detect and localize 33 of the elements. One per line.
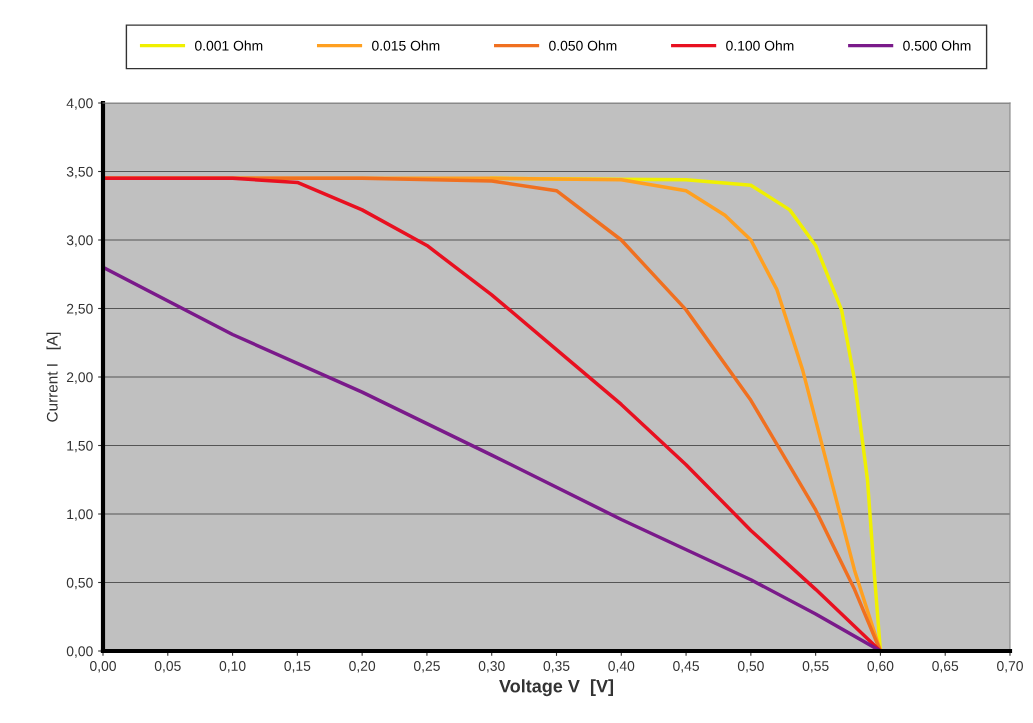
x-tick-label: 0,70 <box>997 661 1023 673</box>
y-tick-label: 1,00 <box>67 509 93 521</box>
x-tick-label: 0,60 <box>867 661 894 673</box>
y-tick-label: 3,50 <box>66 166 93 179</box>
legend-label: 0.100 Ohm <box>726 40 794 51</box>
y-tick-label: 3,00 <box>66 235 93 247</box>
y-tick-label: 2,00 <box>66 372 93 384</box>
x-tick-label: 0,25 <box>413 661 440 673</box>
x-axis-title: Voltage V [V] <box>499 679 614 697</box>
x-tick-label: 0,05 <box>154 661 181 673</box>
legend-label: 0.050 Ohm <box>549 40 617 51</box>
legend-label: 0.001 Ohm <box>195 40 263 51</box>
x-tick-label: 0,45 <box>673 661 700 673</box>
x-tick-label: 0,30 <box>478 661 505 673</box>
y-tick-label: 2,50 <box>66 303 93 316</box>
y-tick-label: 0,00 <box>66 646 93 658</box>
y-axis-title: Current I [A] <box>46 332 61 422</box>
x-tick-label: 0,00 <box>90 661 116 673</box>
y-tick-label: 1,50 <box>67 440 93 453</box>
x-tick-label: 0,40 <box>608 661 635 673</box>
x-tick-label: 0,50 <box>737 661 764 673</box>
x-tick-label: 0,10 <box>219 661 246 673</box>
x-tick-label: 0,35 <box>543 661 570 673</box>
line-series <box>103 265 883 651</box>
x-tick-label: 0,55 <box>802 661 829 673</box>
line-series <box>103 176 883 651</box>
x-tick-label: 0,15 <box>284 661 311 673</box>
y-tick-label: 4,00 <box>66 98 93 110</box>
x-tick-label: 0,20 <box>349 661 376 673</box>
x-tick-label: 0,65 <box>932 661 959 673</box>
legend-label: 0.500 Ohm <box>903 40 971 51</box>
y-tick-label: 0,50 <box>66 577 93 590</box>
legend-label: 0.015 Ohm <box>372 40 440 51</box>
